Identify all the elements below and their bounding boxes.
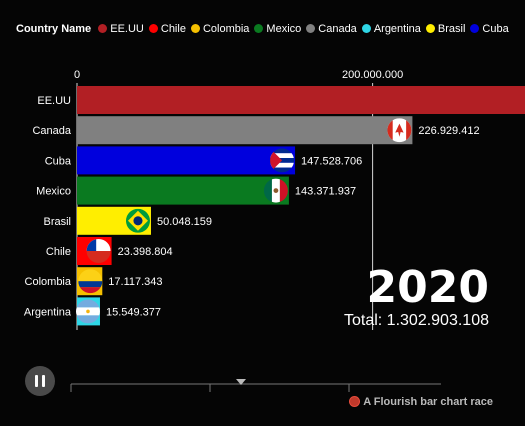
legend-label: Chile (160, 23, 186, 35)
flourish-logo-icon (350, 397, 360, 406)
bar-value-label: 147.528.706 (301, 155, 362, 167)
legend-item-mexico[interactable]: Mexico (254, 21, 301, 37)
flag-part (86, 239, 97, 251)
year-label: 2020 (366, 262, 489, 313)
flag-part (270, 167, 295, 173)
pause-button[interactable] (25, 366, 55, 396)
legend-swatch (470, 24, 480, 33)
legend-swatch (254, 24, 264, 33)
mexico-flag-icon (263, 178, 288, 203)
flag-part (270, 162, 295, 168)
flag-part (78, 281, 103, 288)
legend-item-chile[interactable]: Chile (148, 21, 186, 37)
legend-swatch (148, 24, 158, 33)
bar-category-label: Cuba (45, 155, 72, 167)
timeline-handle[interactable] (236, 379, 246, 385)
colombia-flag-icon (78, 269, 103, 294)
flag-part (78, 287, 103, 294)
flag-part (263, 178, 272, 203)
flag-part (86, 251, 111, 263)
legend-item-colombia[interactable]: Colombia (190, 21, 250, 37)
bar-category-label: Colombia (25, 276, 72, 288)
flag-part (387, 118, 393, 143)
legend-label: Canada (318, 23, 357, 35)
legend-title: Country Name (16, 23, 92, 35)
bar-mexico (77, 176, 289, 205)
x-tick-label: 0 (74, 69, 80, 81)
legend-swatch (361, 24, 371, 33)
legend-swatch (190, 24, 200, 33)
bar-category-label: Chile (46, 246, 71, 258)
flag-part (78, 269, 103, 282)
flag-sun (86, 309, 90, 314)
maple-leaf (395, 123, 404, 137)
legend-label: Colombia (202, 23, 250, 35)
legend-item-canada[interactable]: Canada (306, 21, 357, 37)
bar-category-label: Argentina (24, 306, 72, 318)
canada-flag-icon (387, 118, 412, 143)
bar-eeuu (77, 86, 525, 114)
bar-value-label: 17.117.343 (108, 276, 162, 288)
bar-canada (77, 116, 413, 145)
flag-part (406, 118, 412, 143)
legend-label: Mexico (266, 23, 302, 35)
legend-swatch (98, 24, 108, 33)
chile-flag-icon (86, 239, 111, 263)
bar-value-label: 15.549.377 (106, 306, 161, 318)
legend-label: Brasil (437, 23, 466, 35)
x-tick-label: 200.000.000 (342, 69, 403, 81)
flag-part (75, 315, 100, 324)
flag-part (270, 148, 295, 154)
bar-value-label: 23.398.804 (118, 246, 173, 258)
legend-label: EE.UU (110, 23, 144, 35)
legend-label: Cuba (482, 23, 509, 35)
bar-value-label: 50.048.159 (157, 216, 212, 228)
flag-globe (133, 216, 143, 226)
cuba-flag-icon (270, 148, 295, 173)
flag-part (75, 299, 100, 308)
legend-item-cuba[interactable]: Cuba (470, 21, 509, 37)
bar-value-label: 143.371.937 (295, 186, 356, 198)
flag-part (270, 153, 295, 158)
flag-emblem (273, 188, 279, 194)
bar-category-label: Brasil (43, 216, 71, 228)
total-label: Total: 1.302.903.108 (343, 312, 489, 329)
legend-swatch (425, 24, 435, 33)
flag-part (279, 178, 288, 203)
legend: Country Name EE.UU Chile Colombia Mexico Can… (16, 21, 516, 37)
bar-category-label: EE.UU (37, 95, 71, 107)
bar-category-label: Mexico (36, 186, 71, 198)
legend-item-brasil[interactable]: Brasil (425, 21, 466, 37)
timeline-slider[interactable] (66, 374, 446, 394)
brazil-flag-icon (125, 208, 150, 233)
bar-value-label: 226.929.412 (418, 125, 479, 137)
flourish-credit[interactable]: A Flourish bar chart race (350, 396, 493, 408)
flag-triangle (270, 148, 283, 173)
bar-category-label: Canada (32, 125, 71, 137)
bar-cuba (77, 146, 296, 175)
argentina-flag-icon (75, 299, 100, 324)
legend-label: Argentina (373, 23, 421, 35)
legend-item-argentina[interactable]: Argentina (361, 21, 421, 37)
legend-swatch (306, 24, 316, 33)
credit-text: A Flourish bar chart race (363, 396, 493, 408)
legend-item-eeuu[interactable]: EE.UU (98, 21, 144, 37)
